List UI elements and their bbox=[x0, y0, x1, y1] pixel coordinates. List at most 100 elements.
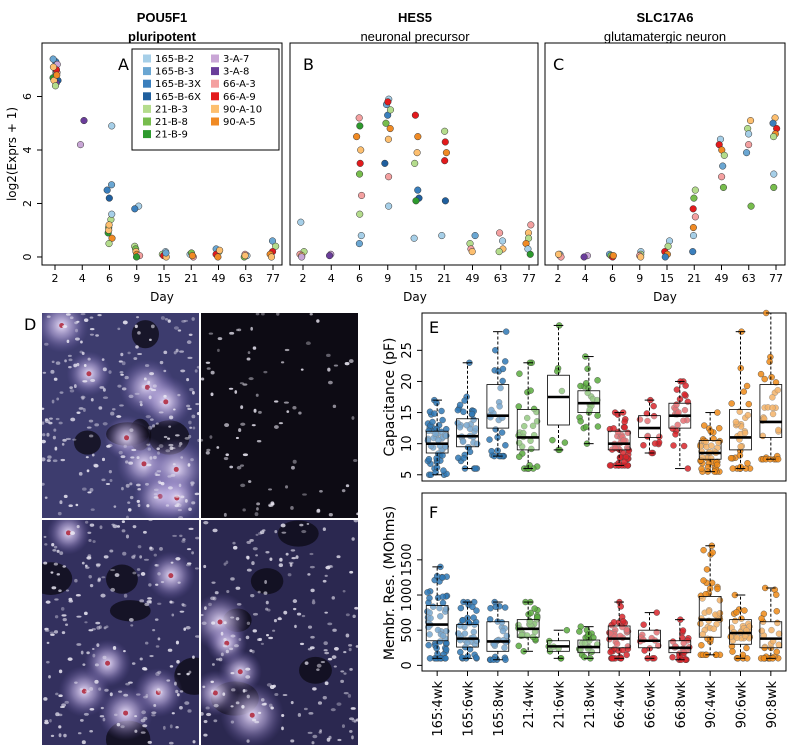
legend-label: 165-B-3X bbox=[155, 79, 201, 90]
nucleus bbox=[163, 369, 167, 373]
nucleus bbox=[147, 740, 152, 744]
data-point bbox=[502, 358, 509, 365]
legend-swatch bbox=[211, 92, 219, 101]
x-tick-label: 9 bbox=[384, 272, 391, 285]
nucleus bbox=[273, 400, 279, 403]
data-point bbox=[385, 202, 393, 210]
nucleus bbox=[165, 449, 171, 453]
nucleus bbox=[263, 370, 268, 374]
nucleus bbox=[94, 679, 99, 684]
nucleus bbox=[248, 377, 254, 381]
nucleus bbox=[235, 436, 239, 440]
data-point bbox=[51, 82, 60, 90]
data-point bbox=[442, 655, 449, 662]
data-point bbox=[105, 221, 113, 229]
data-point bbox=[769, 404, 776, 411]
nucleus bbox=[68, 365, 72, 369]
nucleus bbox=[79, 718, 84, 722]
nucleus bbox=[168, 415, 174, 420]
data-point bbox=[582, 380, 590, 387]
nucleus bbox=[58, 694, 63, 698]
nucleus bbox=[327, 622, 333, 626]
nucleus bbox=[89, 584, 94, 588]
nucleus bbox=[136, 693, 141, 696]
nucleus bbox=[58, 589, 62, 592]
nucleus bbox=[134, 715, 138, 718]
nucleus bbox=[210, 689, 214, 693]
data-point bbox=[680, 442, 688, 450]
nucleus bbox=[229, 647, 234, 651]
data-point bbox=[498, 429, 506, 436]
nucleus bbox=[285, 485, 289, 489]
nucleus bbox=[85, 690, 90, 693]
nucleus bbox=[322, 527, 326, 531]
nucleus bbox=[101, 478, 106, 482]
nucleus bbox=[110, 569, 115, 572]
x-tick-label: 9 bbox=[133, 272, 140, 285]
box bbox=[759, 384, 783, 438]
data-point bbox=[516, 453, 523, 460]
nucleus bbox=[263, 591, 268, 595]
data-point bbox=[459, 616, 466, 624]
nucleus bbox=[196, 365, 199, 369]
data-point bbox=[488, 447, 495, 455]
y-tick-label: 6 bbox=[21, 93, 34, 100]
data-point bbox=[461, 630, 469, 637]
nucleus bbox=[230, 705, 234, 708]
x-tick-label: 90:8wk bbox=[765, 681, 780, 729]
nucleus bbox=[181, 603, 185, 606]
nucleus bbox=[116, 415, 122, 418]
data-point bbox=[412, 197, 420, 205]
nucleus bbox=[60, 607, 65, 611]
nucleus bbox=[252, 612, 258, 616]
y-tick-label: 20 bbox=[400, 373, 415, 390]
nucleus bbox=[152, 424, 156, 428]
nucleus bbox=[230, 720, 235, 724]
x-tick-label: 49 bbox=[715, 272, 729, 285]
nucleus bbox=[124, 375, 129, 380]
data-point bbox=[49, 55, 57, 63]
data-point bbox=[576, 628, 583, 635]
data-point bbox=[561, 439, 569, 446]
nucleus bbox=[123, 444, 127, 448]
nucleus bbox=[194, 369, 198, 373]
x-tick-label: 77 bbox=[769, 272, 783, 285]
nucleus bbox=[47, 455, 52, 459]
data-point bbox=[549, 436, 556, 444]
data-point bbox=[689, 232, 698, 240]
nucleus bbox=[322, 696, 327, 700]
panel-a-label: A bbox=[118, 55, 129, 74]
nucleus bbox=[54, 446, 58, 451]
nucleus bbox=[155, 645, 160, 648]
nucleus bbox=[341, 724, 346, 728]
x-tick-label: 4 bbox=[582, 272, 589, 285]
nucleus bbox=[175, 434, 180, 437]
nucleus bbox=[170, 473, 176, 477]
nucleus bbox=[153, 493, 158, 496]
nucleus bbox=[174, 681, 177, 686]
x-tick-label: 21:8wk bbox=[583, 681, 598, 729]
nucleus bbox=[54, 615, 59, 619]
nucleus bbox=[101, 457, 106, 462]
nucleus bbox=[186, 672, 190, 676]
data-point bbox=[664, 242, 672, 250]
nucleus bbox=[152, 455, 157, 460]
nucleus bbox=[156, 688, 161, 692]
nucleus bbox=[153, 704, 157, 707]
nucleus bbox=[131, 555, 136, 559]
data-point bbox=[432, 430, 439, 437]
nucleus bbox=[302, 493, 307, 496]
nucleus bbox=[316, 509, 321, 514]
nucleus bbox=[229, 331, 235, 335]
nucleus bbox=[181, 320, 186, 323]
nucleus bbox=[270, 706, 274, 710]
x-tick-label: 21 bbox=[437, 272, 451, 285]
nucleus bbox=[173, 351, 177, 355]
nucleus bbox=[186, 548, 192, 551]
nucleus bbox=[80, 340, 83, 344]
nucleus bbox=[101, 576, 106, 579]
nucleus bbox=[117, 327, 121, 331]
data-point bbox=[713, 621, 720, 628]
nucleus bbox=[45, 600, 51, 604]
